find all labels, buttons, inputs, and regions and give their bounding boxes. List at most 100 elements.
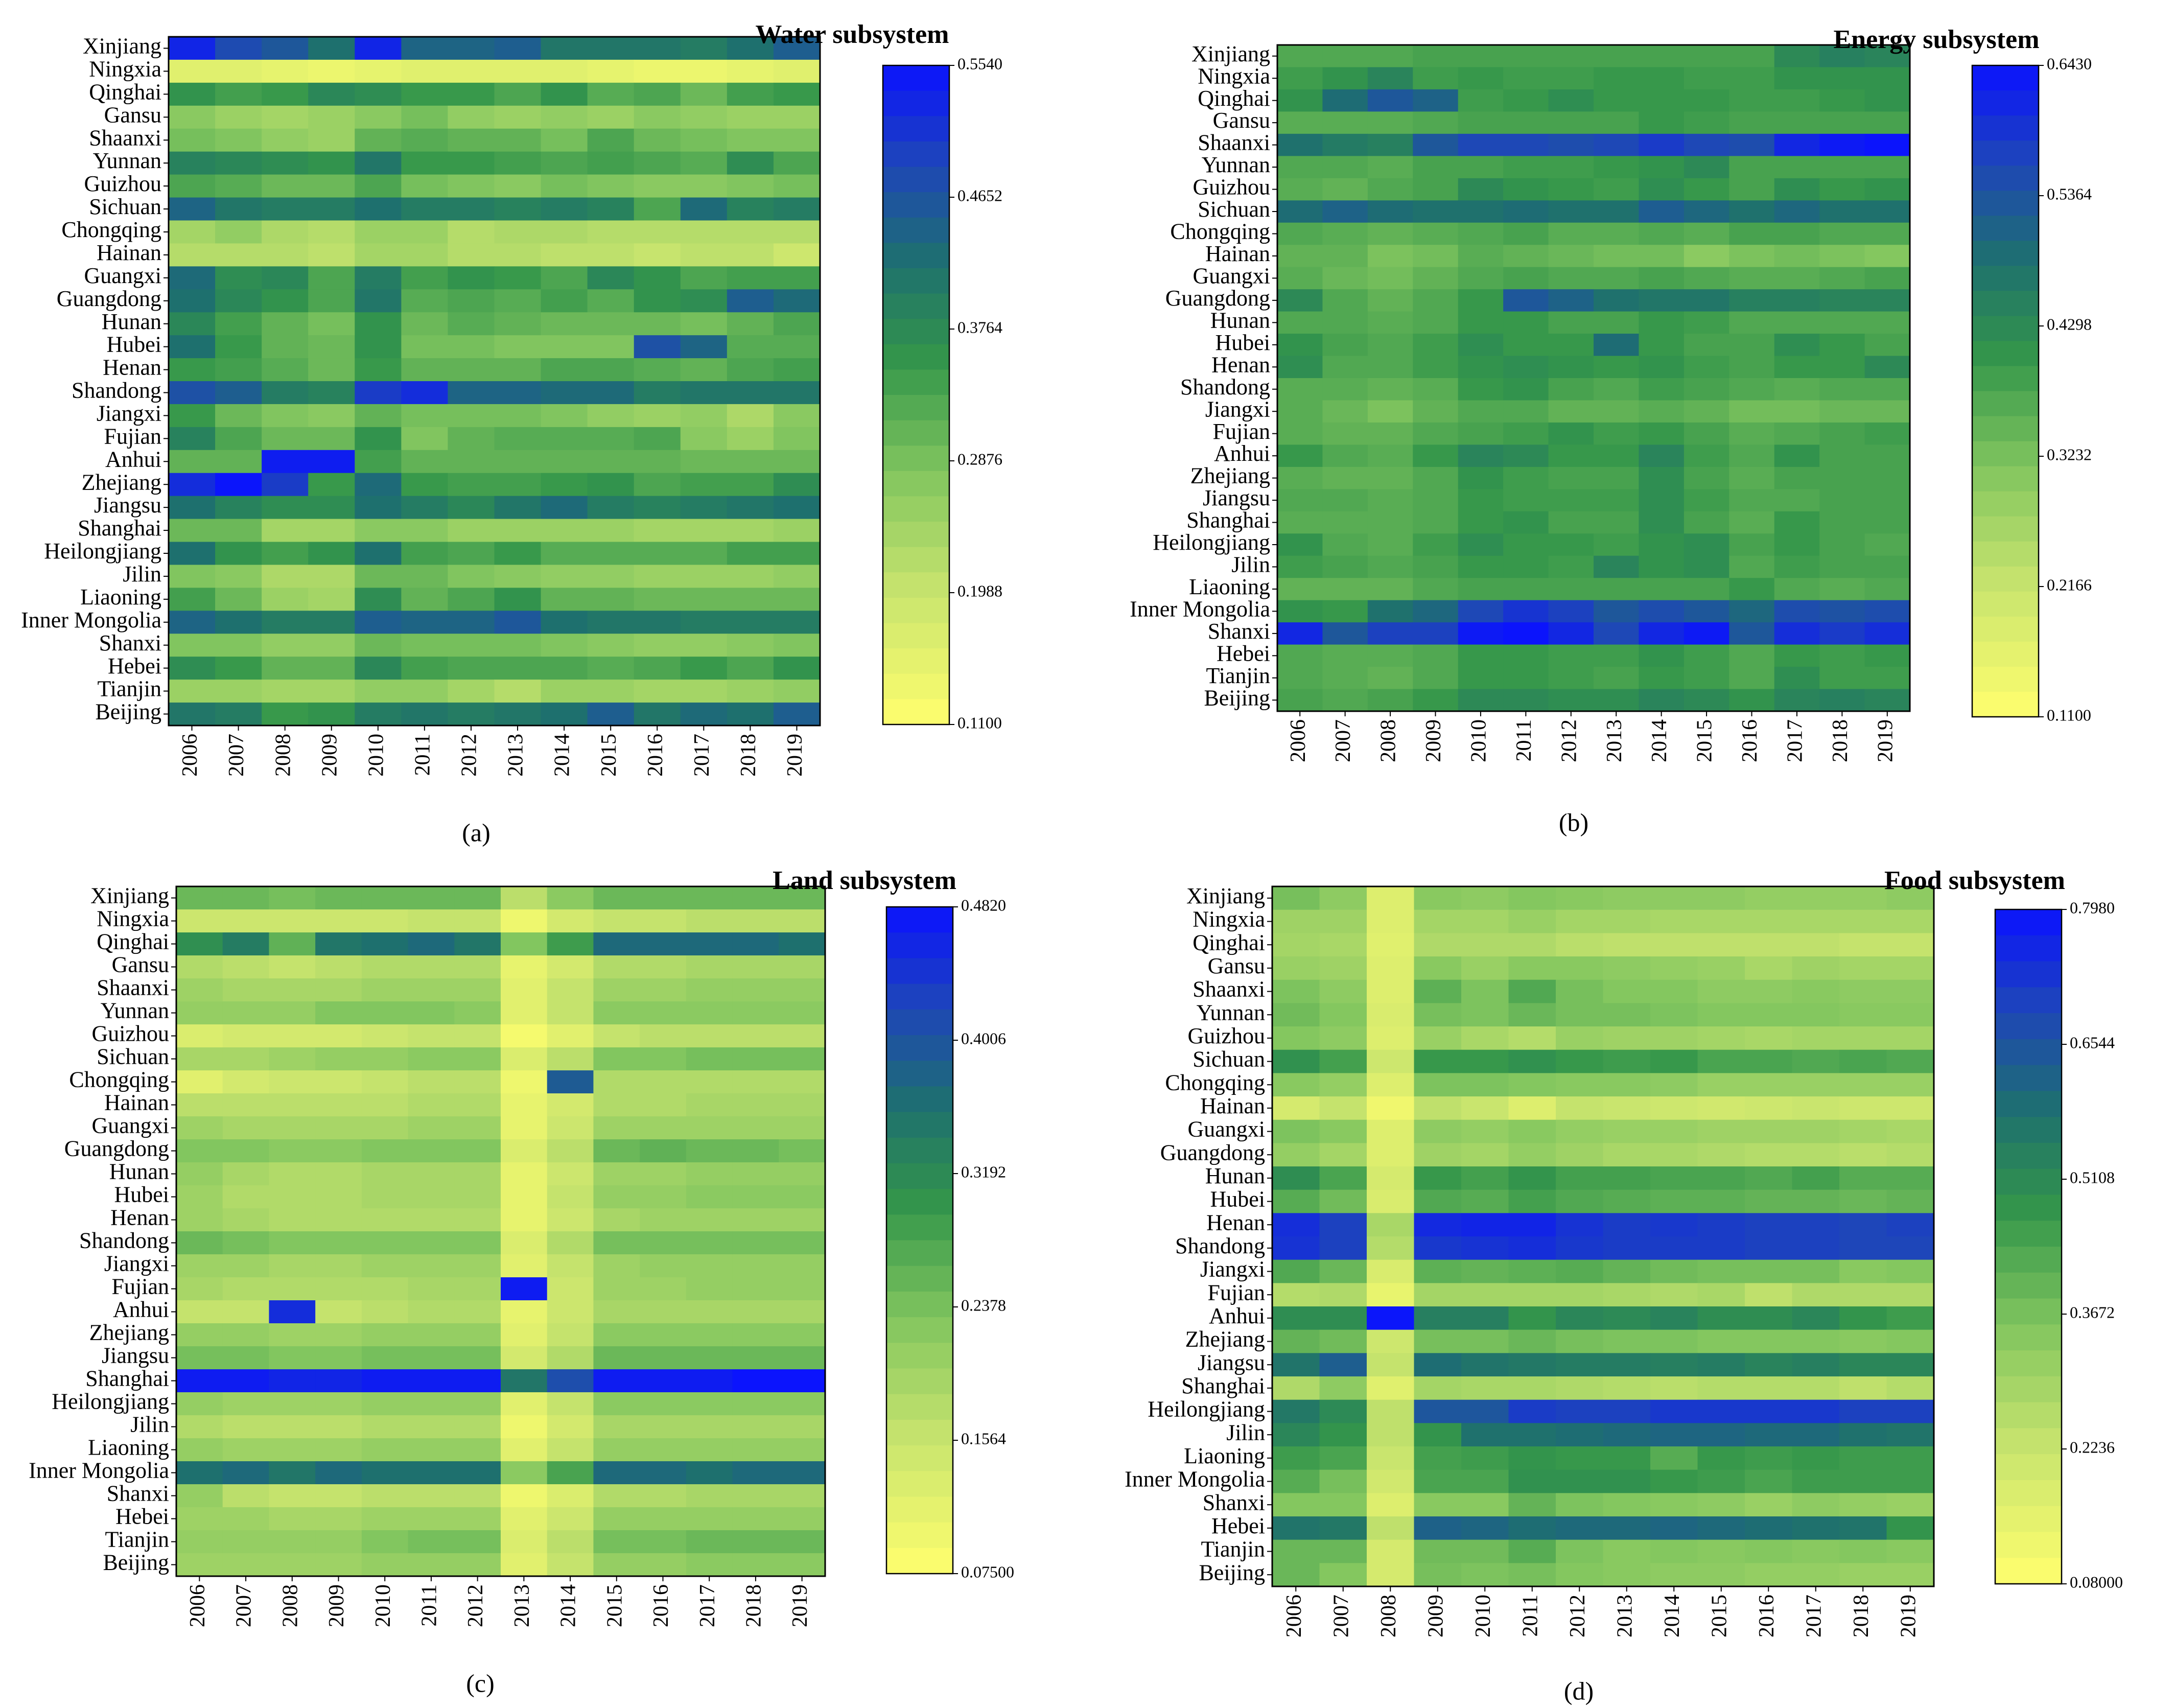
heatmap-cell	[169, 197, 216, 221]
heatmap-cell	[1367, 156, 1413, 179]
heatmap-cell	[541, 243, 588, 267]
heatmap-cell	[1729, 533, 1775, 556]
heatmap-cell	[308, 312, 355, 336]
heatmap-cell	[355, 151, 402, 175]
colorbar-segment	[883, 268, 949, 294]
heatmap-cell	[1650, 1073, 1698, 1097]
heatmap-cell	[1367, 600, 1413, 623]
heatmap-cell	[1508, 1423, 1556, 1447]
heatmap-cell	[1650, 886, 1698, 910]
colorbar-segment	[1972, 366, 2039, 392]
heatmap-cell	[1684, 622, 1729, 645]
heatmap-cell	[1367, 466, 1413, 489]
heatmap-cell	[448, 703, 495, 726]
year-label-2012: 2012	[1566, 1595, 1589, 1637]
heatmap-cell	[1508, 1213, 1556, 1237]
heatmap-cell	[1639, 378, 1685, 401]
heatmap-cell	[1414, 1259, 1462, 1283]
heatmap-cell	[547, 1254, 594, 1278]
heatmap-cell	[215, 220, 262, 244]
heatmap-cell	[222, 1139, 270, 1163]
heatmap-cell	[640, 1070, 687, 1094]
heatmap-cell	[1729, 511, 1775, 534]
heatmap-cell	[732, 1277, 779, 1301]
heatmap-cell	[269, 909, 316, 933]
heatmap-cell	[1503, 578, 1549, 601]
row-label-shandong: Shandong	[72, 378, 161, 403]
heatmap-cell	[1413, 289, 1459, 312]
heatmap-cell	[355, 174, 402, 198]
heatmap-cell	[593, 1231, 640, 1255]
heatmap-cell	[1503, 222, 1549, 245]
heatmap-cell	[315, 1553, 362, 1577]
heatmap-cell	[593, 1162, 640, 1186]
heatmap-cell	[1367, 1026, 1415, 1050]
heatmap-cell	[1839, 1376, 1887, 1400]
heatmap-cell	[1603, 1539, 1651, 1563]
heatmap-cell	[501, 1231, 548, 1255]
heatmap-cell	[779, 886, 826, 910]
heatmap-cell	[215, 59, 262, 83]
heatmap-cell	[176, 1254, 223, 1278]
heatmap-cell	[1413, 667, 1459, 690]
heatmap-cell	[1886, 1049, 1934, 1073]
heatmap-cell	[1272, 1446, 1320, 1470]
heatmap-cell	[1508, 1236, 1556, 1260]
heatmap-cell	[1556, 979, 1604, 1003]
heatmap-cell	[176, 1461, 223, 1485]
plot-frame	[1271, 885, 1935, 1587]
heatmap-cell	[779, 1323, 826, 1347]
heatmap-cell	[408, 1461, 455, 1485]
colorbar-segment	[1972, 191, 2039, 216]
heatmap-cell	[1745, 1003, 1793, 1027]
heatmap-cell	[727, 611, 774, 634]
heatmap-cell	[593, 1553, 640, 1577]
heatmap-cell	[269, 1392, 316, 1416]
heatmap-cell	[1819, 622, 1865, 645]
row-label-jilin: Jilin	[123, 561, 161, 587]
heatmap-cell	[541, 151, 588, 175]
heatmap-cell	[727, 82, 774, 106]
heatmap-cell	[1548, 511, 1594, 534]
heatmap-cell	[262, 174, 309, 198]
heatmap-cell	[1503, 311, 1549, 334]
heatmap-cell	[1548, 400, 1594, 423]
heatmap-cell	[1367, 1143, 1415, 1167]
row-label-qinghai: Qinghai	[97, 929, 169, 954]
heatmap-cell	[401, 519, 449, 543]
heatmap-cell	[1556, 1306, 1604, 1330]
heatmap-cell	[1367, 933, 1415, 957]
heatmap-cell	[1639, 555, 1685, 578]
heatmap-cell	[1639, 45, 1685, 68]
heatmap-cell	[1413, 422, 1459, 445]
heatmap-cell	[222, 1162, 270, 1186]
heatmap-cell	[215, 565, 262, 588]
heatmap-cell	[593, 1254, 640, 1278]
row-label-gansu: Gansu	[104, 102, 161, 127]
heatmap-cell	[1548, 689, 1594, 712]
heatmap-cell	[1503, 356, 1549, 379]
heatmap-cell	[361, 909, 409, 933]
heatmap-cell	[1548, 245, 1594, 268]
heatmap-cell	[1684, 644, 1729, 667]
colorbar-segment	[1995, 1428, 2062, 1455]
heatmap-cell	[1277, 133, 1323, 156]
heatmap-cell	[1548, 334, 1594, 357]
heatmap-cell	[1729, 378, 1775, 401]
heatmap-cell	[308, 427, 355, 451]
heatmap-cell	[1413, 378, 1459, 401]
heatmap-cell	[1639, 334, 1685, 357]
heatmap-cell	[773, 381, 821, 405]
colorbar-segment	[886, 1419, 953, 1446]
heatmap-cell	[355, 703, 402, 726]
row-label-yunnan: Yunnan	[101, 998, 169, 1023]
heatmap-cell	[361, 1001, 409, 1025]
heatmap-cell	[1277, 422, 1323, 445]
heatmap-cell	[1729, 644, 1775, 667]
heatmap-cell	[727, 427, 774, 451]
heatmap-cell	[1458, 533, 1504, 556]
heatmap-cell	[1697, 1353, 1745, 1377]
heatmap-cells	[169, 37, 821, 726]
heatmap-cell	[1594, 444, 1640, 467]
heatmap-cell	[215, 473, 262, 497]
